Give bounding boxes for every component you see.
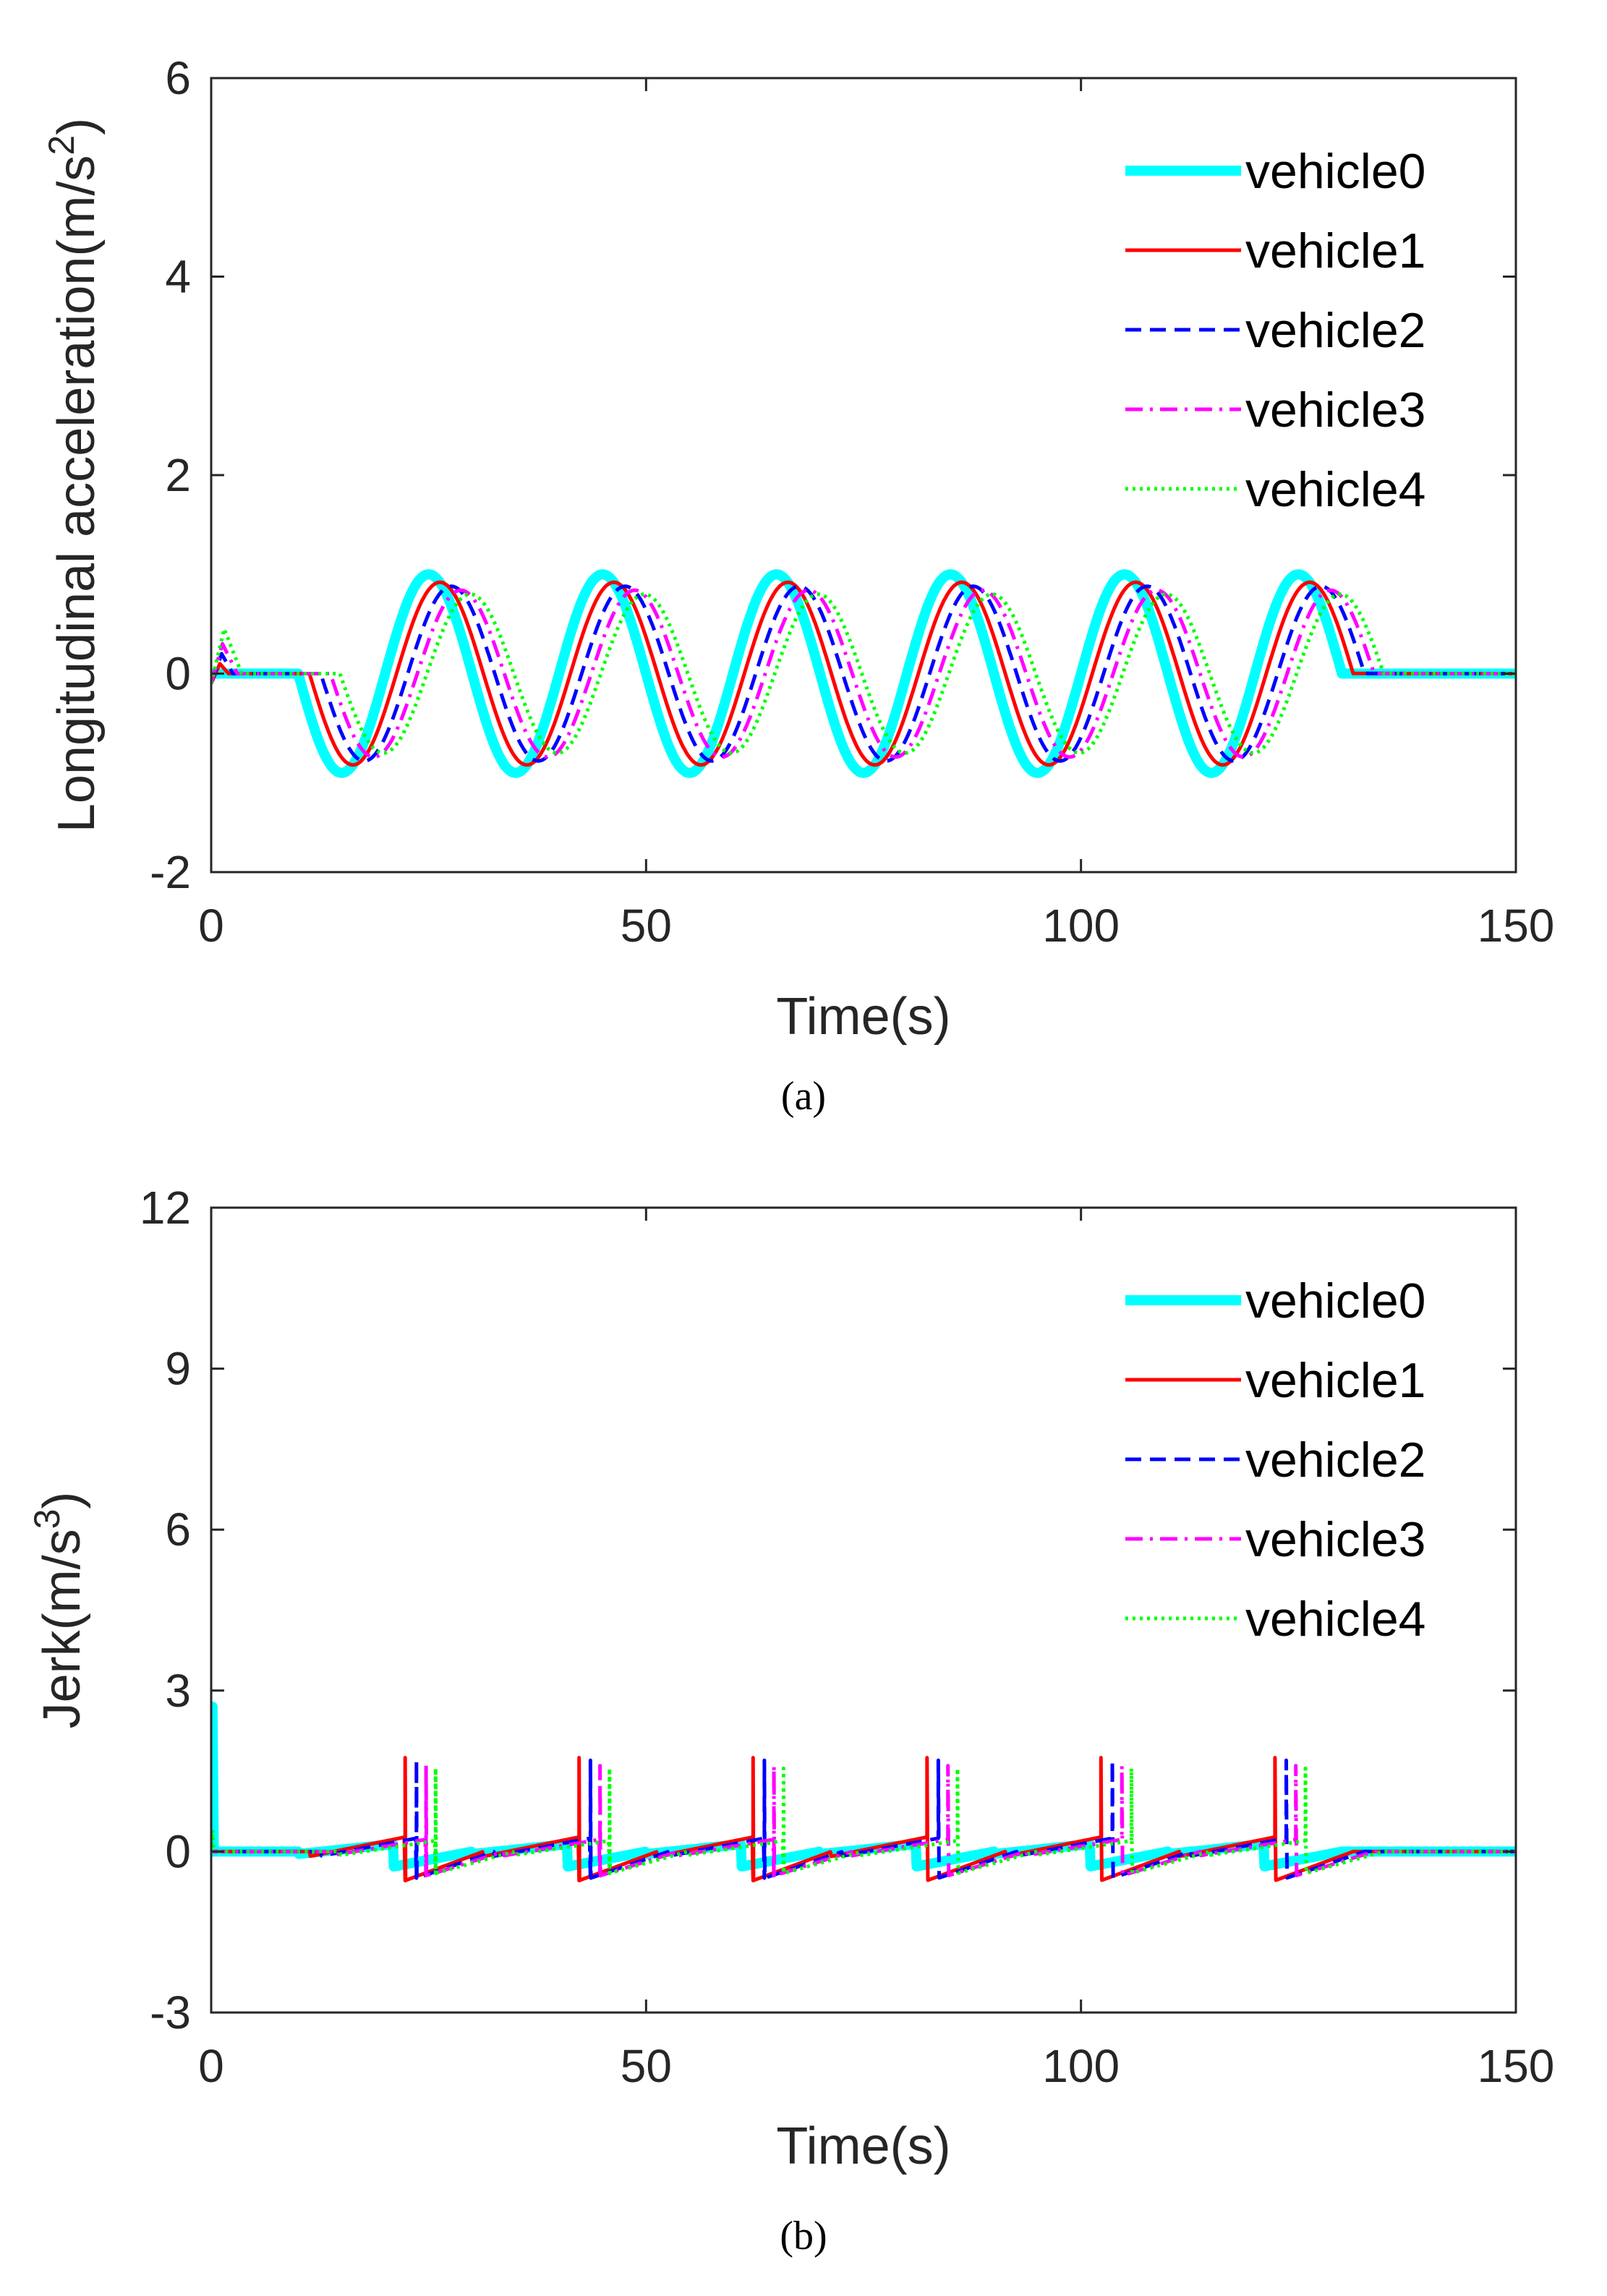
legend-label-vehicle2: vehicle2: [1245, 303, 1426, 358]
x-tick-label: 0: [198, 2040, 224, 2092]
legend: vehicle0 vehicle1 vehicle2 vehicle3 vehicle4: [1125, 1273, 1426, 1647]
x-tick-label: 50: [621, 900, 672, 952]
y-tick-label: 0: [165, 1825, 191, 1877]
legend-label-vehicle3: vehicle3: [1245, 1512, 1426, 1567]
y-tick-label: -3: [150, 1986, 191, 2039]
x-tick-label: 0: [198, 900, 224, 952]
chart-panel-b: 0 50 100 150-3036912Time(s)Jerk(m/s3)vehicl…: [27, 1182, 1554, 2175]
y-tick-label: 9: [165, 1343, 191, 1395]
series-group: [211, 569, 1516, 778]
x-tick-label: 100: [1042, 900, 1120, 952]
x-axis-label: Time(s): [776, 988, 950, 1046]
x-tick-label: 100: [1042, 2040, 1120, 2092]
legend-label-vehicle4: vehicle4: [1245, 1592, 1426, 1647]
series-line-vehicle0: [211, 569, 1516, 778]
series-group: [211, 1702, 1516, 1882]
series-line-vehicle4: [211, 592, 1516, 755]
legend-label-vehicle1: vehicle1: [1245, 223, 1426, 278]
legend-label-vehicle0: vehicle0: [1245, 1273, 1426, 1328]
x-tick-label: 150: [1478, 900, 1555, 952]
y-tick-label: 3: [165, 1665, 191, 1717]
y-tick-label: 0: [165, 648, 191, 700]
legend-label-vehicle4: vehicle4: [1245, 462, 1426, 517]
legend: vehicle0 vehicle1 vehicle2 vehicle3 vehicle4: [1125, 144, 1426, 517]
panel-label-b: (b): [780, 2214, 827, 2258]
legend-label-vehicle2: vehicle2: [1245, 1433, 1426, 1488]
x-tick-label: 50: [621, 2040, 672, 2092]
y-tick-label: 6: [165, 1503, 191, 1555]
series-line-vehicle3: [211, 1764, 1516, 1878]
y-tick-label: 2: [165, 449, 191, 501]
series-line-vehicle1: [211, 1756, 1516, 1882]
legend-label-vehicle3: vehicle3: [1245, 383, 1426, 438]
y-tick-label: 4: [165, 251, 191, 303]
panel-label-a: (a): [780, 1074, 827, 1119]
legend-label-vehicle1: vehicle1: [1245, 1353, 1426, 1408]
x-tick-label: 150: [1478, 2040, 1555, 2092]
series-line-vehicle2: [211, 584, 1516, 763]
y-axis-label: Longitudinal acceleration(m/s2): [41, 118, 106, 832]
series-line-vehicle3: [211, 588, 1516, 759]
series-line-vehicle4: [211, 1766, 1516, 1875]
legend-label-vehicle0: vehicle0: [1245, 144, 1426, 199]
x-axis-label: Time(s): [776, 2117, 950, 2175]
series-line-vehicle1: [211, 580, 1516, 767]
y-tick-label: 6: [165, 52, 191, 104]
y-tick-label: -2: [150, 846, 191, 898]
y-axis-label: Jerk(m/s3): [27, 1492, 91, 1729]
plot-frame: [210, 1206, 1517, 2014]
y-tick-label: 12: [140, 1182, 191, 1234]
